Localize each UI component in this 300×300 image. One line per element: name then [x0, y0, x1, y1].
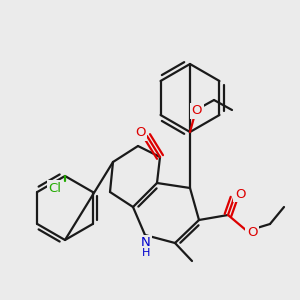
Text: N: N — [141, 236, 151, 250]
Text: Cl: Cl — [49, 182, 62, 194]
Text: O: O — [135, 127, 145, 140]
Text: O: O — [235, 188, 245, 200]
Text: O: O — [247, 226, 257, 239]
Text: H: H — [142, 248, 150, 258]
Text: O: O — [192, 104, 202, 118]
